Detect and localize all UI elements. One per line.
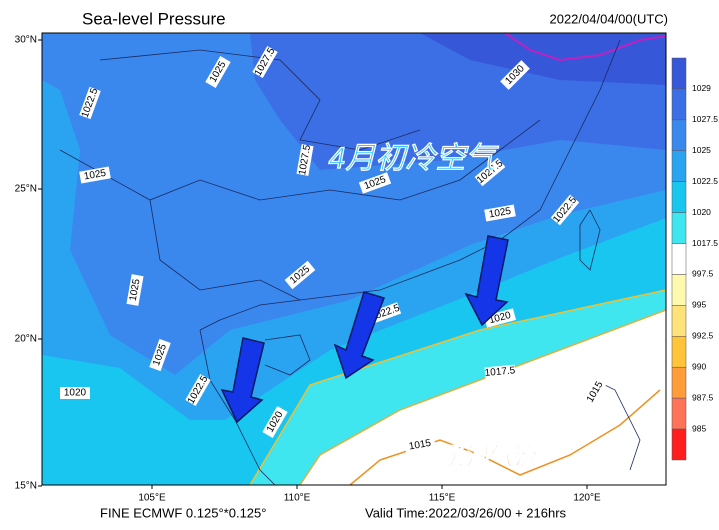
field-white <box>300 310 666 485</box>
label-bg <box>79 86 101 120</box>
label-bg <box>205 56 231 88</box>
contour-label: 1025 <box>79 166 111 184</box>
lat-label: 15°N <box>15 481 37 492</box>
contour-1030 <box>504 32 667 62</box>
contour-label: 1025 <box>126 274 144 306</box>
label-bg <box>500 60 530 90</box>
annotation-warm: 暖湿气流 <box>442 442 538 470</box>
label-text: 1025 <box>128 278 143 302</box>
contour-label: 1025 <box>484 204 516 222</box>
label-bg <box>60 387 90 399</box>
colorbar-label: 995 <box>692 300 706 310</box>
lat-label: 30°N <box>15 35 37 46</box>
colorbar-label: 997.5 <box>692 269 714 279</box>
colorbar-label: 1025 <box>692 145 711 155</box>
colorbar-label: 990 <box>692 361 706 371</box>
contour-label: 1027.5 <box>296 144 314 176</box>
colorbar-label: 1017.5 <box>692 238 718 248</box>
lon-label: 105°E <box>138 493 166 504</box>
colorbar-box <box>671 181 687 213</box>
label-bg <box>252 46 278 78</box>
frame <box>41 32 667 486</box>
arrow <box>333 291 385 380</box>
lon-label: 120°E <box>573 493 601 504</box>
label-bg <box>404 436 436 454</box>
contour-label: 1017.5 <box>484 364 516 380</box>
label-bg <box>550 194 580 226</box>
label-text: 1015 <box>408 438 432 453</box>
label-bg <box>296 144 314 176</box>
colorbar-box <box>671 397 687 430</box>
label-text: 1017.5 <box>484 365 516 379</box>
colorbar-box <box>671 274 687 306</box>
footer-valid: Valid Time:2022/03/26/00 + 216hrs <box>365 505 567 520</box>
colorbar-box <box>671 336 687 368</box>
lon-label: 115°E <box>429 493 456 504</box>
colorbar-box <box>671 305 687 337</box>
colorbar-label: 1027.5 <box>692 114 718 124</box>
colorbar: 1029 1027.5 1025 1022.5 1020 1017.5 997.5 995 99… <box>671 57 718 461</box>
field-1029 <box>420 33 666 85</box>
arrow <box>220 337 265 424</box>
colorbar-label: 1029 <box>692 83 711 93</box>
label-bg <box>79 166 111 184</box>
label-bg <box>149 338 171 372</box>
colorbar-label: 992.5 <box>692 331 714 341</box>
colorbar-box <box>671 88 687 121</box>
label-bg <box>582 376 608 408</box>
colorbar-box <box>671 243 687 275</box>
colorbar-label: 1020 <box>692 207 711 217</box>
contour-label: 1015 <box>404 436 436 454</box>
arrow <box>464 235 509 327</box>
label-text: 1025 <box>488 206 512 221</box>
label-bg <box>484 204 516 222</box>
contour-1020 <box>249 289 667 486</box>
footer-model: FINE ECMWF 0.125°*0.125° <box>100 505 266 520</box>
axes: 30°N 25°N 20°N 15°N 105°E 110°E 115°E 120°E <box>15 35 601 504</box>
label-bg <box>484 364 516 380</box>
contour-label: 1020 <box>60 387 90 399</box>
contour-1015 <box>349 389 661 486</box>
colorbar-box <box>671 366 687 399</box>
colorbar-box <box>671 212 687 244</box>
label-bg <box>284 260 316 290</box>
label-bg <box>483 308 517 328</box>
lat-label: 20°N <box>15 334 37 345</box>
label-bg <box>185 374 211 406</box>
colorbar-box <box>671 57 687 90</box>
label-bg <box>358 172 392 194</box>
colorbar-label: 987.5 <box>692 392 714 402</box>
label-bg <box>126 274 144 306</box>
annotation-cold: 4月初冷空气 <box>329 142 500 175</box>
label-text: 1027.5 <box>297 144 313 176</box>
colorbar-box <box>671 150 687 182</box>
label-text: 1025 <box>83 168 107 183</box>
lon-label: 110°E <box>284 493 311 504</box>
label-bg <box>262 406 288 438</box>
label-bg <box>474 157 506 187</box>
title: Sea-level Pressure <box>82 9 226 28</box>
time: 2022/04/04/00(UTC) <box>549 11 668 26</box>
colorbar-box <box>671 428 687 461</box>
colorbar-box <box>671 119 687 152</box>
lat-label: 25°N <box>15 184 37 195</box>
colorbar-label: 1022.5 <box>692 176 718 186</box>
arrows <box>220 235 509 424</box>
contour-1017 <box>299 309 667 486</box>
label-text: 1020 <box>64 388 87 399</box>
colorbar-label: 985 <box>692 423 706 433</box>
